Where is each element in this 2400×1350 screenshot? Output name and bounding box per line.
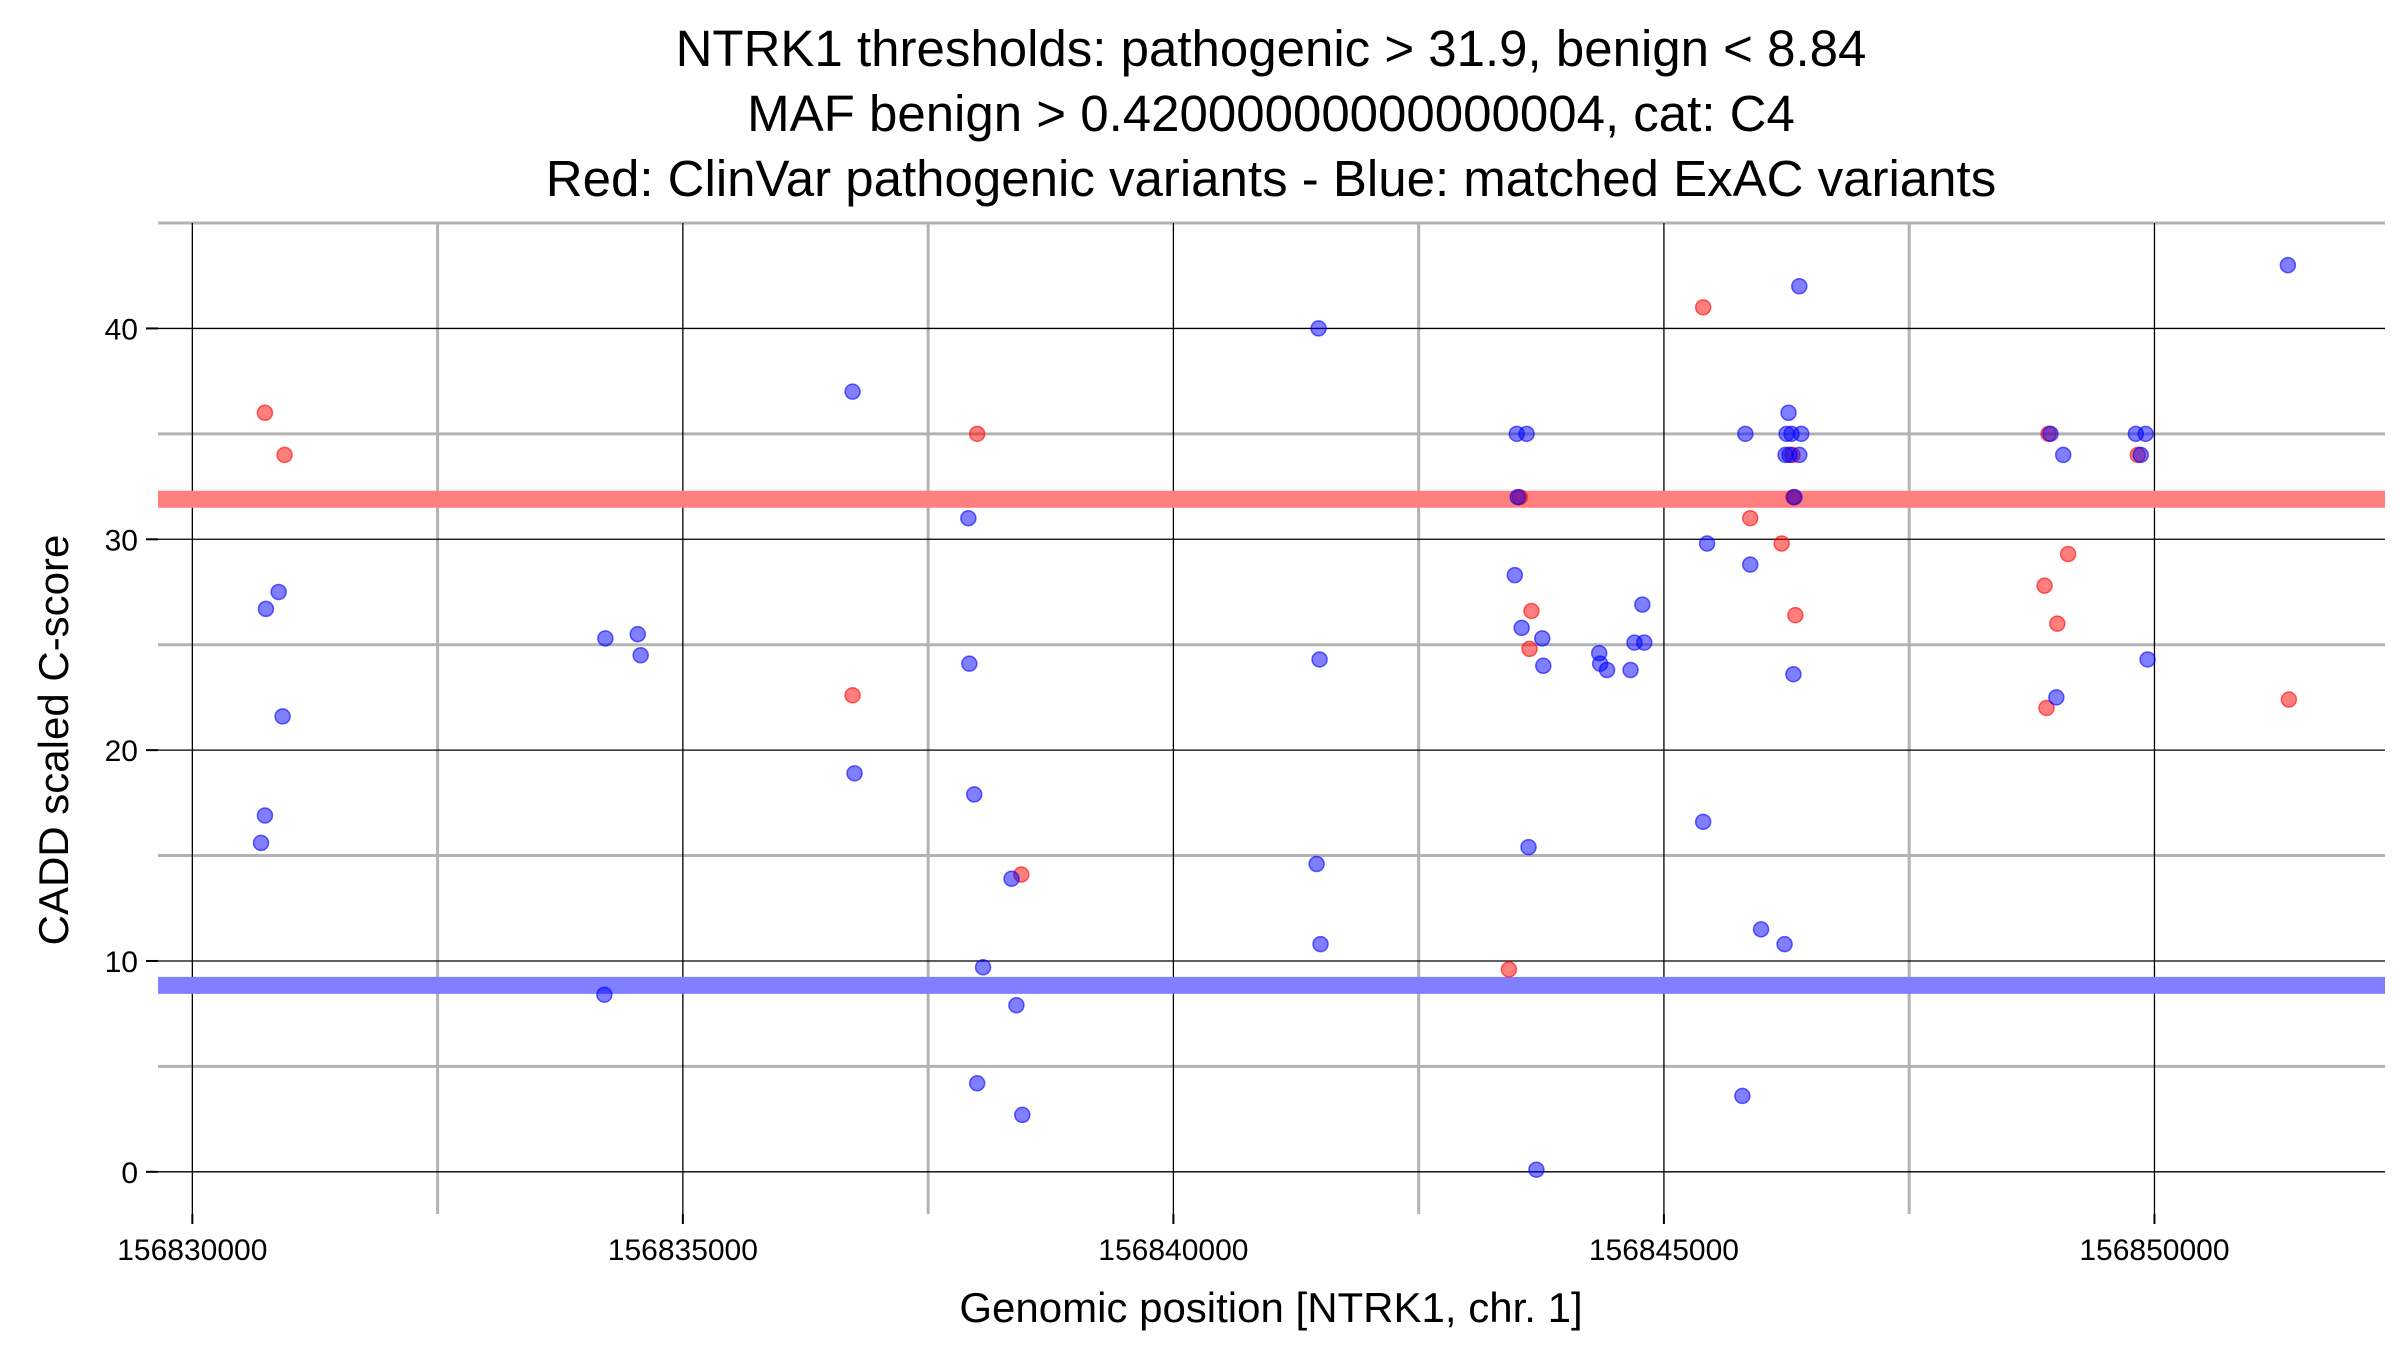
data-points xyxy=(252,256,2298,1178)
data-point-exac xyxy=(960,509,977,527)
data-point-exac xyxy=(1636,634,1653,651)
major-gridlines xyxy=(158,223,2385,1214)
data-point-exac xyxy=(1793,425,1810,443)
x-axis-ticks: 156830000 156835000 156840000 156845000 1568… xyxy=(117,1214,2230,1267)
chart-title-line-1: NTRK1 thresholds: pathogenic > 31.9, ben… xyxy=(676,20,1867,77)
y-axis-ticks: 0 10 20 30 40 xyxy=(105,313,158,1190)
data-point-exac xyxy=(1598,661,1616,679)
data-point-exac xyxy=(2279,256,2297,274)
x-tick-label: 156850000 xyxy=(2079,1234,2229,1267)
data-point-exac xyxy=(1535,657,1552,675)
data-point-exac xyxy=(1008,997,1025,1014)
data-point-clinvar xyxy=(2038,699,2055,717)
data-point-exac xyxy=(1518,425,1535,443)
data-point-exac xyxy=(1791,278,1808,295)
y-axis-title: CADD scaled C-score xyxy=(30,535,77,946)
data-point-exac xyxy=(1737,425,1754,443)
data-point-clinvar xyxy=(1521,640,1538,658)
data-point-exac xyxy=(1780,404,1797,422)
data-point-exac xyxy=(961,655,978,672)
data-point-exac xyxy=(1534,630,1551,647)
data-point-clinvar xyxy=(1742,509,1759,527)
data-point-exac xyxy=(1312,935,1329,953)
data-point-exac xyxy=(965,786,983,803)
x-tick-label: 156845000 xyxy=(1589,1234,1739,1267)
data-point-exac xyxy=(1014,1106,1031,1124)
data-point-exac xyxy=(2054,446,2072,464)
y-tick-label: 30 xyxy=(105,524,138,557)
data-point-exac xyxy=(1506,566,1524,584)
data-point-clinvar xyxy=(2280,691,2298,708)
data-point-exac xyxy=(1694,813,1712,831)
chart-title: NTRK1 thresholds: pathogenic > 31.9, ben… xyxy=(546,20,1996,207)
data-point-exac xyxy=(1509,488,1526,506)
data-point-exac xyxy=(1776,935,1793,953)
data-point-clinvar xyxy=(276,446,293,464)
data-point-exac xyxy=(1513,619,1530,637)
data-point-exac xyxy=(274,708,291,725)
data-point-exac xyxy=(1520,838,1537,856)
data-point-exac xyxy=(844,383,861,400)
data-point-exac xyxy=(1752,921,1770,938)
data-point-exac xyxy=(270,583,287,601)
data-point-exac xyxy=(1308,855,1325,873)
data-point-exac xyxy=(1734,1087,1751,1105)
minor-gridlines xyxy=(158,221,2385,1214)
data-point-exac xyxy=(629,625,646,643)
data-point-exac xyxy=(1742,556,1759,573)
data-point-exac xyxy=(1310,320,1327,337)
data-point-exac xyxy=(1528,1161,1545,1178)
data-point-exac xyxy=(846,765,863,782)
data-point-exac xyxy=(252,834,270,852)
data-point-exac xyxy=(632,646,649,664)
data-point-exac xyxy=(1698,535,1716,552)
data-point-exac xyxy=(597,630,614,647)
data-point-exac xyxy=(1003,870,1020,887)
data-point-exac xyxy=(1622,661,1639,679)
data-point-clinvar xyxy=(1694,299,1712,316)
chart-title-line-3: Red: ClinVar pathogenic variants - Blue:… xyxy=(546,150,1996,207)
data-point-clinvar xyxy=(968,425,986,443)
x-tick-label: 156840000 xyxy=(1098,1234,1248,1267)
x-tick-label: 156830000 xyxy=(117,1234,267,1267)
y-tick-label: 40 xyxy=(105,313,138,346)
chart-title-line-2: MAF benign > 0.42000000000000004, cat: C… xyxy=(747,85,1795,142)
x-tick-label: 156835000 xyxy=(608,1234,758,1267)
data-point-exac xyxy=(1785,665,1802,683)
data-point-clinvar xyxy=(844,687,861,704)
data-point-clinvar xyxy=(2036,577,2053,594)
data-point-exac xyxy=(2132,446,2149,464)
data-point-exac xyxy=(2139,651,2156,668)
data-point-exac xyxy=(1791,446,1808,464)
data-point-exac xyxy=(2048,689,2065,706)
data-point-clinvar xyxy=(1523,602,1540,620)
data-point-clinvar xyxy=(2049,615,2066,632)
x-axis-title: Genomic position [NTRK1, chr. 1] xyxy=(959,1284,1582,1331)
data-point-clinvar xyxy=(2059,545,2077,563)
data-point-clinvar xyxy=(256,404,274,422)
data-point-exac xyxy=(1311,651,1328,668)
y-tick-label: 20 xyxy=(105,735,138,768)
data-point-clinvar xyxy=(1773,535,1790,552)
y-tick-label: 0 xyxy=(121,1157,138,1190)
y-tick-label: 10 xyxy=(105,946,138,979)
data-point-exac xyxy=(257,600,275,618)
threshold-lines xyxy=(158,490,2385,994)
data-point-exac xyxy=(1786,488,1803,506)
data-point-clinvar xyxy=(1787,606,1804,624)
data-point-exac xyxy=(2042,425,2059,443)
data-point-exac xyxy=(1634,596,1651,613)
data-point-clinvar xyxy=(1500,961,1518,978)
data-point-exac xyxy=(256,807,274,824)
data-point-exac xyxy=(974,959,992,976)
data-point-exac xyxy=(968,1075,986,1092)
data-point-exac xyxy=(2137,425,2154,443)
data-point-exac xyxy=(596,986,613,1003)
